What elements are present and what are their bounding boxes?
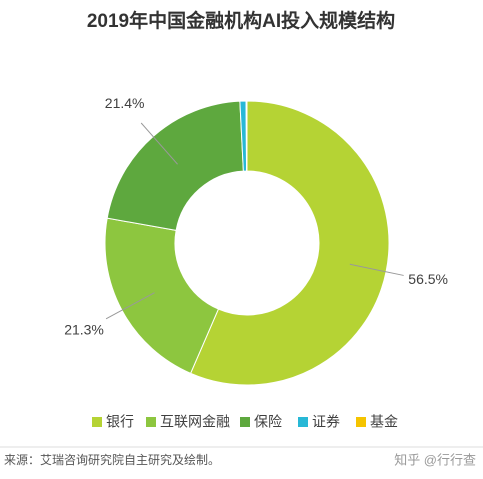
legend-swatch (92, 417, 102, 427)
data-label: 21.3% (64, 321, 104, 337)
legend-label: 证券 (312, 414, 340, 430)
legend-swatch (356, 417, 366, 427)
legend-swatch (146, 417, 156, 427)
legend-label: 银行 (106, 414, 134, 430)
slice (189, 100, 390, 386)
leader-line (349, 263, 404, 276)
legend-swatch (298, 417, 308, 427)
leader-line (140, 122, 178, 165)
data-label: 21.4% (105, 95, 145, 111)
legend-label: 保险 (254, 414, 282, 430)
legend-label: 互联网金融 (160, 414, 230, 430)
source: 来源：艾瑞咨询研究院自主研究及绘制。 (4, 452, 220, 467)
legend-swatch (240, 417, 250, 427)
chart-title: 2019年中国金融机构AI投入规模结构 (87, 9, 395, 32)
watermark: 知乎 @行行查 (394, 452, 476, 467)
leader-line (105, 292, 155, 320)
legend-label: 基金 (370, 414, 398, 430)
slice (104, 217, 220, 374)
slice (106, 100, 244, 231)
data-label: 56.5% (408, 271, 448, 287)
slice (245, 100, 248, 172)
